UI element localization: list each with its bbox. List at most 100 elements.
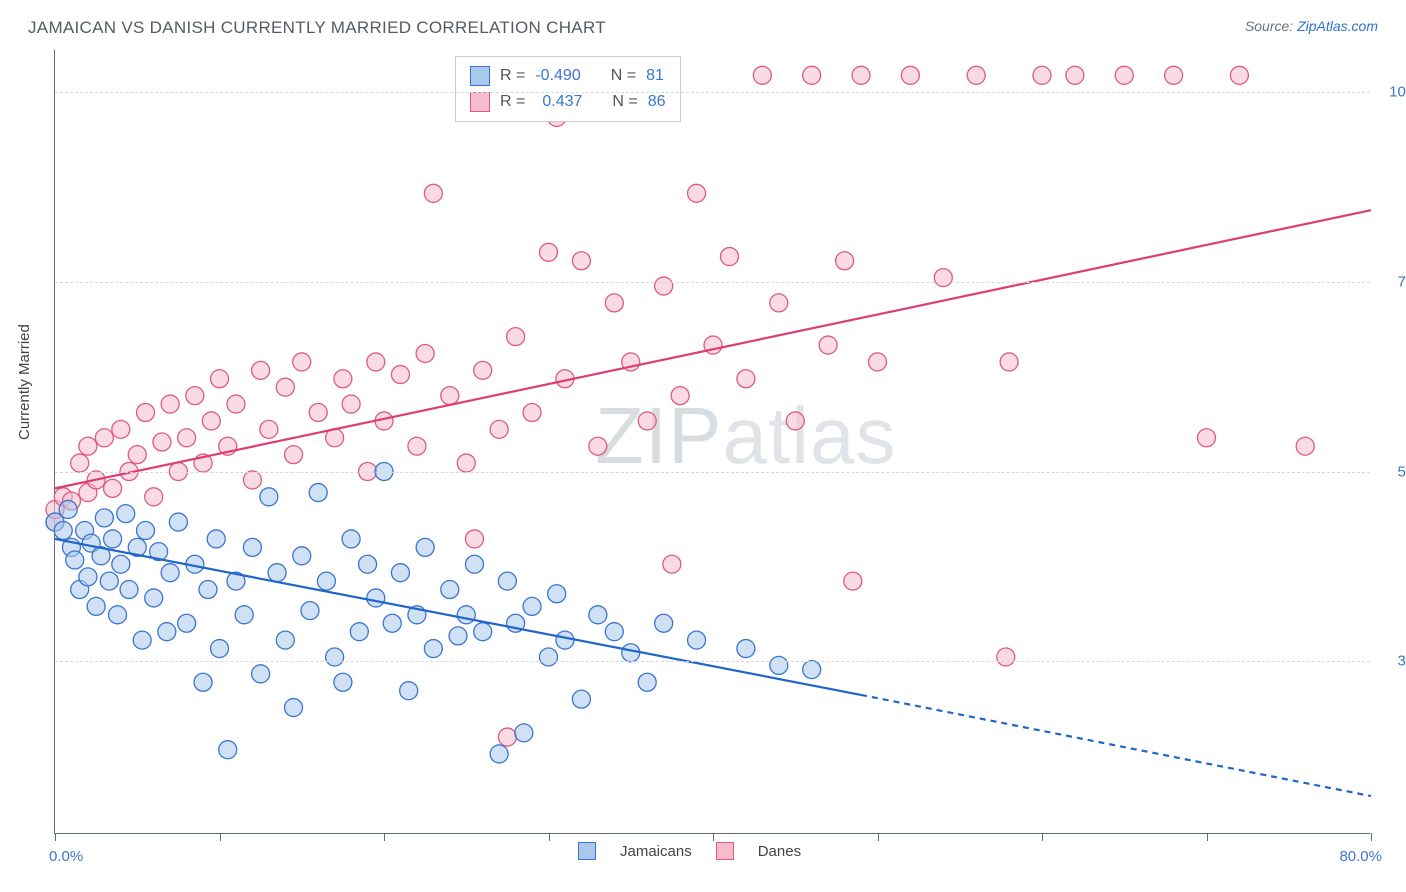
x-tick (1042, 833, 1043, 841)
data-point (572, 252, 590, 270)
x-tick (220, 833, 221, 841)
data-point (1198, 429, 1216, 447)
data-point (252, 361, 270, 379)
x-tick (878, 833, 879, 841)
gridline (55, 661, 1370, 662)
data-point (194, 673, 212, 691)
data-point (523, 403, 541, 421)
source-attribution: Source: ZipAtlas.com (1245, 18, 1378, 34)
data-point (589, 606, 607, 624)
x-tick (713, 833, 714, 841)
data-point (235, 606, 253, 624)
data-point (260, 488, 278, 506)
data-point (276, 378, 294, 396)
data-point (350, 623, 368, 641)
data-point (424, 640, 442, 658)
data-point (465, 555, 483, 573)
chart-plot-area: ZIPatlas R = -0.490 N = 81 R = 0.437 N =… (54, 50, 1370, 834)
data-point (136, 522, 154, 540)
data-point (211, 370, 229, 388)
data-point (95, 509, 113, 527)
data-point (1066, 66, 1084, 84)
data-point (1033, 66, 1051, 84)
data-point (285, 446, 303, 464)
x-tick-label: 0.0% (49, 848, 83, 865)
data-point (737, 370, 755, 388)
data-point (408, 437, 426, 455)
r-label: R = (500, 93, 525, 111)
data-point (688, 631, 706, 649)
gridline (55, 92, 1370, 93)
data-point (383, 614, 401, 632)
data-point (1000, 353, 1018, 371)
y-tick-label: 100.0% (1380, 84, 1406, 101)
data-point (342, 530, 360, 548)
data-point (117, 505, 135, 523)
data-point (457, 606, 475, 624)
data-point (276, 631, 294, 649)
data-point (589, 437, 607, 455)
data-point (186, 387, 204, 405)
data-point (498, 728, 516, 746)
x-tick (549, 833, 550, 841)
data-point (770, 656, 788, 674)
data-point (133, 631, 151, 649)
data-point (342, 395, 360, 413)
n-label: N = (611, 67, 636, 85)
data-point (490, 420, 508, 438)
data-point (556, 631, 574, 649)
data-point (87, 597, 105, 615)
gridline (55, 282, 1370, 283)
data-point (95, 429, 113, 447)
n-value-jamaicans: 81 (646, 67, 664, 85)
data-point (1296, 437, 1314, 455)
scatter-svg (55, 50, 1370, 833)
swatch-jamaicans (578, 842, 596, 860)
data-point (836, 252, 854, 270)
data-point (367, 589, 385, 607)
x-tick (384, 833, 385, 841)
data-point (79, 568, 97, 586)
data-point (753, 66, 771, 84)
data-point (309, 484, 327, 502)
data-point (199, 581, 217, 599)
data-point (515, 724, 533, 742)
source-link[interactable]: ZipAtlas.com (1297, 18, 1378, 34)
x-tick (1207, 833, 1208, 841)
data-point (655, 614, 673, 632)
data-point (605, 294, 623, 312)
data-point (803, 66, 821, 84)
swatch-danes (470, 92, 490, 112)
data-point (158, 623, 176, 641)
swatch-danes (716, 842, 734, 860)
data-point (367, 353, 385, 371)
data-point (54, 522, 72, 540)
data-point (934, 269, 952, 287)
data-point (967, 66, 985, 84)
data-point (145, 488, 163, 506)
data-point (572, 690, 590, 708)
data-point (109, 606, 127, 624)
data-point (688, 184, 706, 202)
data-point (285, 699, 303, 717)
n-value-danes: 86 (648, 93, 666, 111)
data-point (1115, 66, 1133, 84)
x-tick-label: 80.0% (1339, 848, 1382, 865)
n-label: N = (612, 93, 637, 111)
data-point (301, 602, 319, 620)
data-point (901, 66, 919, 84)
data-point (309, 403, 327, 421)
data-point (391, 366, 409, 384)
data-point (465, 530, 483, 548)
data-point (391, 564, 409, 582)
y-tick-label: 32.5% (1380, 653, 1406, 670)
data-point (227, 395, 245, 413)
data-point (449, 627, 467, 645)
data-point (400, 682, 418, 700)
data-point (317, 572, 335, 590)
data-point (79, 437, 97, 455)
correlation-legend: R = -0.490 N = 81 R = 0.437 N = 86 (455, 56, 681, 122)
data-point (112, 420, 130, 438)
data-point (852, 66, 870, 84)
r-label: R = (500, 67, 525, 85)
